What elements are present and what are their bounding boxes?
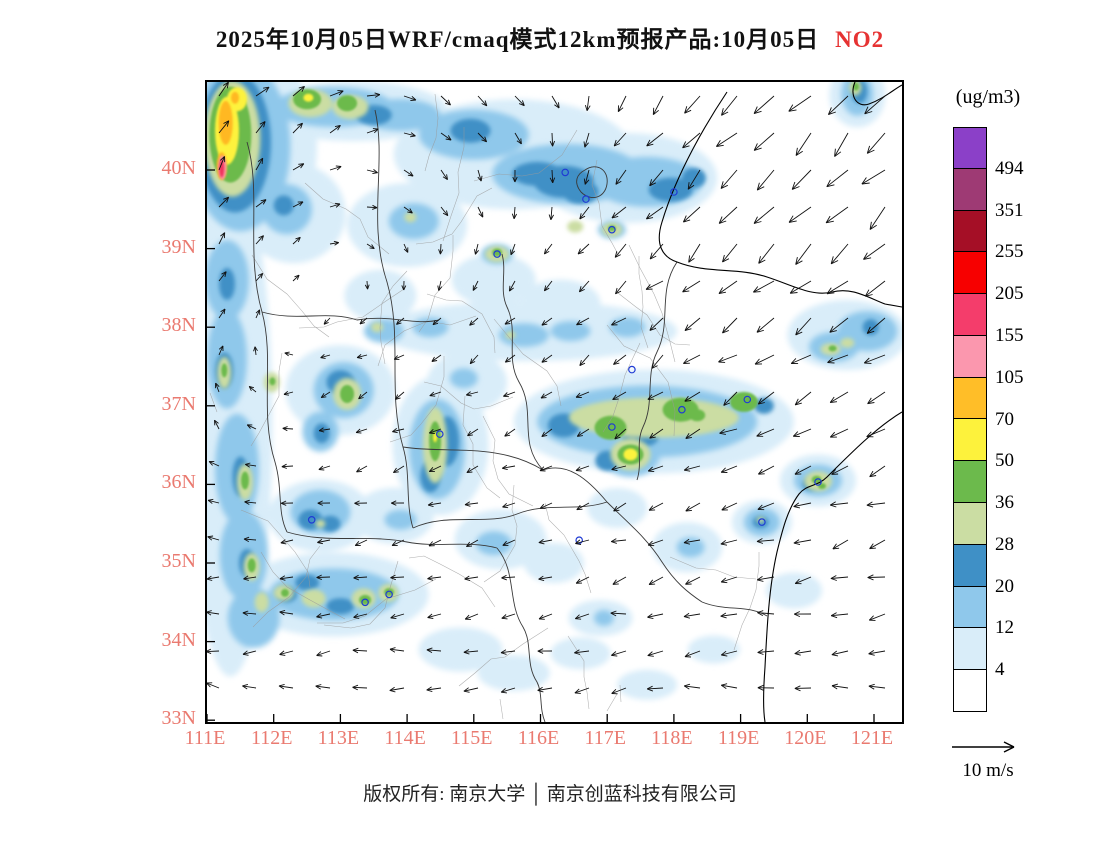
- lon-tick-label: 115E: [451, 727, 493, 749]
- colorbar-level-label: 50: [995, 450, 1014, 472]
- colorbar-segment: [953, 419, 987, 462]
- colorbar: [953, 127, 987, 712]
- wind-reference-arrow-icon: [952, 741, 1015, 753]
- colorbar-units-label: (ug/m3): [955, 86, 1021, 108]
- colorbar-segment: [953, 670, 987, 712]
- county-boundaries: [209, 93, 760, 720]
- lon-tick-label: 114E: [384, 727, 426, 749]
- colorbar-level-label: 105: [995, 366, 1024, 388]
- lon-tick-label: 111E: [184, 727, 226, 749]
- lat-tick-label: 38N: [161, 314, 196, 337]
- lat-tick-label: 36N: [161, 471, 196, 494]
- colorbar-segment: [953, 168, 987, 211]
- lat-tick-label: 34N: [161, 628, 196, 651]
- lat-tick-label: 39N: [161, 235, 196, 258]
- colorbar-segment: [953, 294, 987, 336]
- lon-tick-label: 120E: [784, 727, 827, 749]
- page-title: 2025年10月05日WRF/cmaq模式12km预报产品:10月05日 NO2: [0, 20, 1100, 54]
- lon-tick-label: 116E: [517, 727, 560, 749]
- lon-tick-label: 112E: [250, 727, 293, 749]
- title-text: 2025年10月05日WRF/cmaq模式12km预报产品:10月05日: [215, 27, 820, 52]
- colorbar-segment: [953, 335, 987, 378]
- colorbar-level-label: 70: [995, 408, 1014, 430]
- copyright-owner: 版权所有: 南京大学: [363, 784, 526, 805]
- colorbar-segment: [953, 461, 987, 504]
- lat-tick-label: 40N: [161, 157, 196, 179]
- colorbar-segment: [953, 127, 987, 169]
- title-species: NO2: [835, 27, 885, 52]
- lon-tick-label: 113E: [317, 727, 360, 749]
- lon-tick-label: 118E: [651, 727, 693, 749]
- coastline: [658, 82, 902, 722]
- colorbar-level-label: 494: [995, 157, 1024, 179]
- colorbar-segment: [953, 628, 987, 671]
- lon-tick-label: 121E: [850, 727, 894, 749]
- province-boundaries: [246, 109, 768, 722]
- lon-tick-label: 117E: [584, 727, 626, 749]
- wind-reference-label: 10 m/s: [962, 760, 1014, 781]
- city-markers: [307, 168, 822, 607]
- colorbar-level-label: 36: [995, 492, 1014, 514]
- lon-tick-label: 119E: [717, 727, 760, 749]
- colorbar-segment: [953, 586, 987, 629]
- colorbar-segment: [953, 544, 987, 587]
- colorbar-segment: [953, 210, 987, 253]
- colorbar-level-label: 255: [995, 241, 1024, 263]
- lat-tick-label: 37N: [161, 392, 196, 415]
- forecast-map: [207, 82, 902, 722]
- colorbar-segment: [953, 252, 987, 295]
- colorbar-level-label: 351: [995, 199, 1024, 221]
- lat-tick-label: 33N: [161, 707, 196, 730]
- wind-vector-layer: [207, 82, 886, 695]
- lat-tick-label: 35N: [161, 550, 196, 572]
- colorbar-level-label: 20: [995, 575, 1014, 597]
- copyright-line: 版权所有: 南京大学 │ 南京创蓝科技有限公司: [0, 779, 1100, 806]
- colorbar-level-label: 12: [995, 617, 1014, 639]
- colorbar-segment: [953, 377, 987, 420]
- contour-layer-c: [219, 159, 225, 178]
- axis-ticks: [207, 169, 875, 722]
- copyright-company: 南京创蓝科技有限公司: [546, 784, 737, 805]
- copyright-separator: │: [529, 784, 543, 805]
- colorbar-level-label: 205: [995, 283, 1024, 305]
- colorbar-level-label: 155: [995, 324, 1024, 346]
- colorbar-level-label: 28: [995, 533, 1014, 555]
- colorbar-level-label: 4: [995, 659, 1005, 681]
- map-frame: [205, 80, 904, 724]
- colorbar-segment: [953, 503, 987, 545]
